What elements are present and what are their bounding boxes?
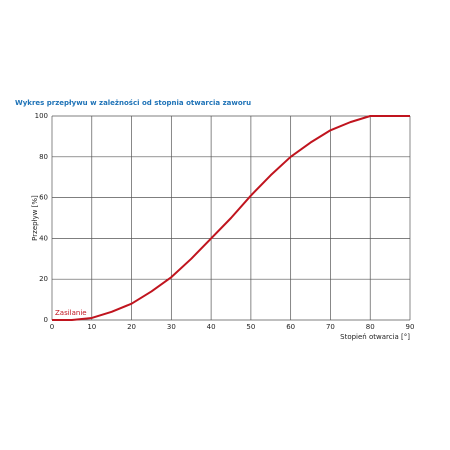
annotation: Zasilanie	[55, 309, 87, 317]
x-tick-label: 50	[246, 323, 255, 331]
x-axis-label: Stopień otwarcia [°]	[340, 333, 410, 341]
x-tick-label: 80	[366, 323, 375, 331]
line	[52, 115, 410, 321]
x-tick-label: 10	[87, 323, 96, 331]
x-tick-label: 70	[326, 323, 335, 331]
chart-title: Wykres przepływu w zależności od stopnia…	[15, 99, 251, 107]
x-tick-label: 20	[127, 323, 136, 331]
x-tick-label: 0	[50, 323, 54, 331]
y-tick-label: 40	[39, 234, 48, 242]
y-axis-label: Przepływ [%]	[31, 195, 39, 241]
x-tick-label: 60	[286, 323, 295, 331]
x-tick-label: 40	[207, 323, 216, 331]
y-tick-label: 0	[44, 316, 48, 324]
y-tick-label: 20	[39, 275, 48, 283]
x-tick-label: 30	[167, 323, 176, 331]
y-tick-label: 100	[35, 112, 48, 120]
y-tick-label: 60	[39, 194, 48, 202]
y-tick-label: 80	[39, 153, 48, 161]
x-tick-label: 90	[406, 323, 415, 331]
